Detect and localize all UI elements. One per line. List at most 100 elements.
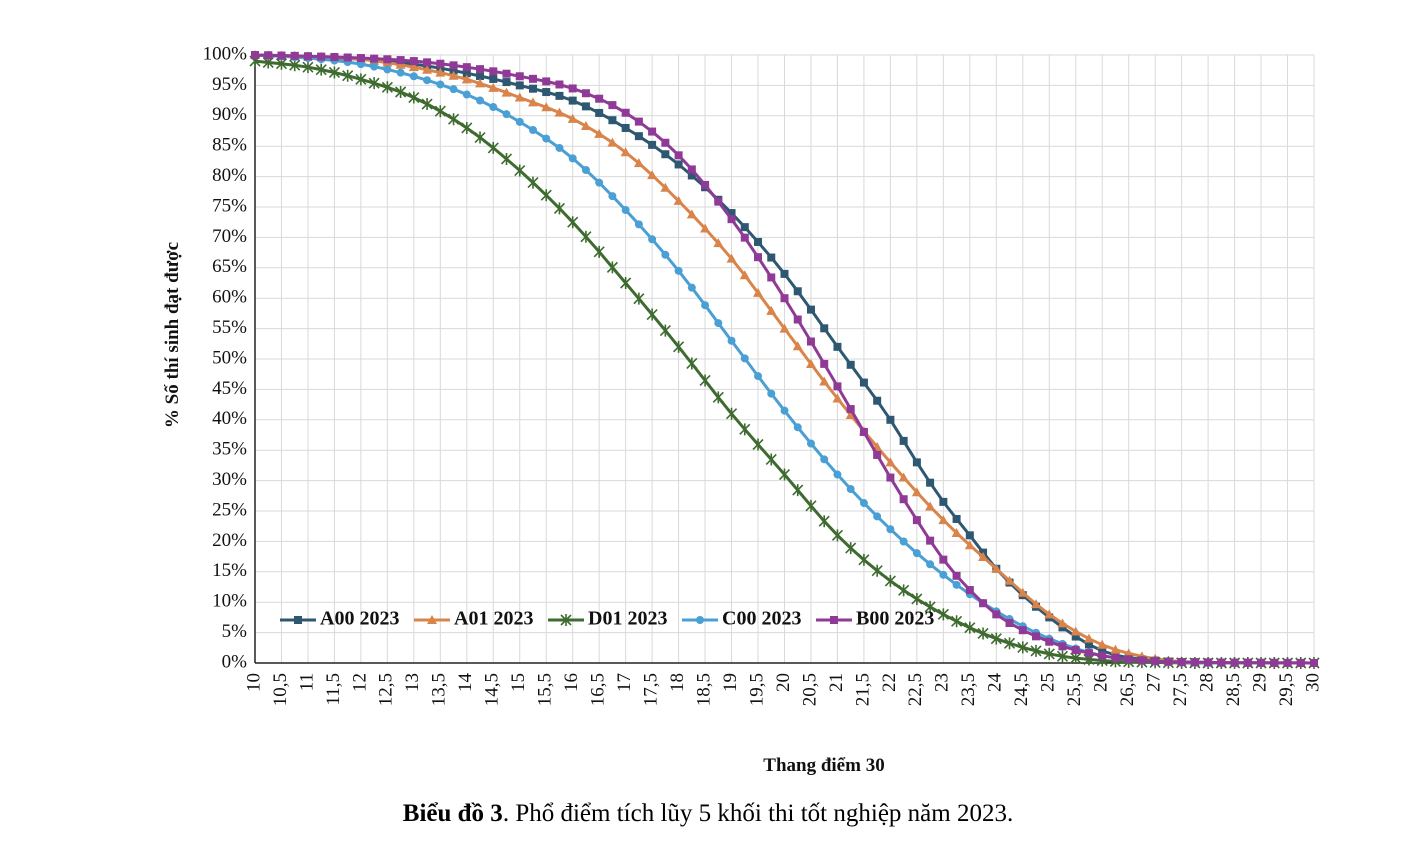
data-point — [939, 570, 948, 579]
x-tick-label: 12 — [349, 673, 370, 692]
data-point — [435, 67, 446, 77]
data-point — [778, 468, 791, 481]
data-point — [408, 91, 420, 104]
data-point — [978, 552, 989, 562]
data-point — [449, 66, 458, 75]
data-point — [1257, 658, 1266, 667]
data-point — [396, 56, 405, 65]
data-point — [712, 391, 724, 404]
data-point — [1098, 651, 1107, 660]
data-point — [753, 287, 764, 297]
data-point — [634, 220, 643, 229]
data-point — [673, 195, 684, 205]
data-point — [409, 57, 418, 66]
data-point — [568, 154, 577, 163]
data-point — [965, 531, 974, 540]
data-point — [952, 514, 961, 523]
data-point — [964, 621, 976, 634]
y-tick-label: 45% — [212, 378, 247, 399]
data-point — [873, 396, 882, 405]
data-point — [317, 52, 326, 61]
cumulative-score-chart: 0% 5% 10% 15% 20% 25% 30% 35% 40% 45% 50% 55% 60% 65%… — [162, 43, 1323, 776]
data-point — [553, 202, 566, 215]
y-axis-label: % Số thí sinh đạt được — [162, 242, 183, 428]
data-point — [951, 615, 963, 628]
data-point — [661, 250, 670, 259]
data-point — [646, 308, 658, 321]
data-point — [859, 378, 868, 387]
data-point — [819, 376, 830, 386]
data-point — [527, 176, 539, 189]
data-point — [1070, 626, 1081, 636]
data-point — [1058, 642, 1067, 651]
x-tick-label: 23,5 — [958, 673, 979, 706]
y-tick-label: 40% — [212, 408, 247, 429]
legend-item: C00 2023 — [682, 608, 801, 630]
data-point — [1137, 656, 1146, 665]
data-point — [528, 126, 537, 135]
y-tick-labels: 0% 5% 10% 15% 20% 25% 30% 35% 40% 45% 50% 55% 60% 65%… — [203, 43, 248, 672]
x-tick-label: 26 — [1091, 673, 1112, 692]
x-tick-label: 25 — [1038, 673, 1059, 692]
data-point — [1083, 633, 1094, 643]
data-point — [355, 73, 367, 86]
x-tick-label: 16,5 — [588, 673, 609, 706]
data-point — [409, 72, 418, 81]
data-point — [990, 632, 1002, 645]
x-tick-label: 26,5 — [1117, 673, 1138, 706]
y-tick-label: 35% — [212, 439, 247, 460]
data-point — [383, 55, 392, 64]
data-point — [502, 110, 511, 119]
data-point — [1017, 641, 1029, 654]
data-point — [290, 51, 299, 60]
y-tick-label: 55% — [212, 317, 247, 338]
x-tick-label: 27 — [1144, 673, 1165, 692]
data-point — [686, 209, 697, 219]
data-point — [754, 372, 763, 381]
data-point — [251, 51, 259, 59]
y-tick-label: 75% — [212, 195, 247, 216]
data-point — [476, 71, 485, 80]
data-point — [739, 423, 751, 436]
data-point — [714, 319, 723, 328]
x-tick-label: 25,5 — [1064, 673, 1085, 706]
y-tick-label: 90% — [212, 104, 247, 125]
x-tick-label: 11 — [296, 673, 317, 691]
data-point — [687, 283, 696, 292]
data-point — [779, 323, 790, 333]
data-point — [554, 107, 565, 117]
data-point — [939, 555, 948, 564]
data-point — [780, 269, 789, 278]
chart-series — [249, 50, 1320, 669]
data-point — [820, 324, 829, 333]
data-point — [924, 600, 936, 613]
data-point — [845, 410, 856, 420]
data-point — [502, 78, 511, 87]
legend-label: D01 2023 — [588, 608, 667, 630]
x-tick-label: 27,5 — [1170, 673, 1191, 706]
data-point — [1043, 647, 1055, 660]
data-point — [952, 571, 961, 580]
x-tick-label: 18,5 — [693, 673, 714, 706]
legend-marker — [294, 616, 302, 624]
data-point — [767, 389, 776, 398]
data-point — [567, 113, 578, 123]
legend-marker — [560, 614, 572, 626]
data-point — [767, 273, 776, 282]
data-point — [568, 84, 577, 93]
data-point — [979, 599, 988, 608]
data-point — [541, 102, 552, 112]
data-point — [780, 294, 789, 303]
data-point — [608, 192, 617, 201]
data-point — [647, 170, 658, 180]
data-point — [1190, 658, 1199, 667]
data-point — [701, 301, 710, 310]
data-point — [356, 60, 365, 69]
y-tick-label: 85% — [212, 135, 247, 156]
data-point — [727, 336, 736, 345]
data-point — [806, 439, 815, 448]
data-point — [621, 108, 630, 117]
data-point — [739, 270, 750, 280]
data-point — [885, 457, 896, 467]
data-point — [793, 315, 802, 324]
